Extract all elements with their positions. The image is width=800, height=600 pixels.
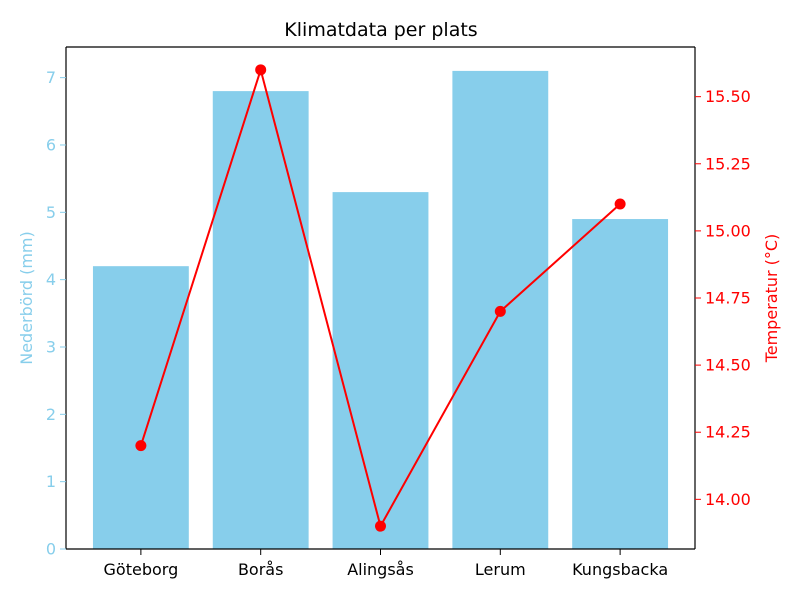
temperature-point-Göteborg: [135, 440, 147, 452]
axes-layer: [60, 46, 701, 555]
bar-Göteborg: [92, 266, 189, 549]
y-left-tick-label: 3: [46, 337, 56, 356]
x-tick-label: Kungsbacka: [572, 560, 668, 579]
y-left-tick-label: 2: [46, 405, 56, 424]
y-left-tick-label: 1: [46, 472, 56, 491]
y-left-axis-title: Nederbörd (mm): [17, 231, 36, 365]
bar-Kungsbacka: [572, 219, 669, 550]
labels-layer: 0 1 2 3 4 5 6 7 14.00 14.25 14.50 14.75 15.00 15.25 15…: [46, 68, 751, 579]
y-left-tick-label: 0: [46, 540, 56, 559]
temperature-point-Borås: [255, 64, 267, 76]
x-tick-label: Borås: [238, 560, 283, 579]
bar-Borås: [212, 91, 309, 550]
temperature-point-Alingsås: [375, 520, 386, 532]
bar-Alingsås: [332, 192, 429, 550]
y-right-tick-label: 14.00: [705, 490, 751, 509]
y-left-tick-label: 4: [46, 270, 56, 289]
temperature-point-Kungsbacka: [614, 198, 626, 210]
y-right-tick-label: 15.00: [705, 221, 751, 240]
x-tick-label: Alingsås: [347, 560, 414, 579]
x-tick-label: Lerum: [475, 560, 526, 579]
y-right-tick-label: 14.50: [705, 356, 751, 375]
y-right-axis-title: Temperatur (°C): [762, 234, 781, 364]
y-left-tick-label: 7: [46, 68, 56, 87]
temperature-point-Lerum: [494, 305, 506, 317]
y-right-tick-label: 14.25: [705, 423, 751, 442]
bars-layer: [92, 70, 669, 550]
line-layer: [135, 64, 626, 532]
y-left-tick-label: 5: [46, 203, 56, 222]
chart-title: Klimatdata per plats: [284, 19, 477, 41]
y-left-tick-label: 6: [46, 135, 56, 154]
y-right-tick-label: 14.75: [705, 289, 751, 308]
y-right-tick-label: 15.50: [705, 87, 751, 106]
x-tick-label: Göteborg: [104, 560, 179, 579]
y-right-tick-label: 15.25: [705, 154, 751, 173]
